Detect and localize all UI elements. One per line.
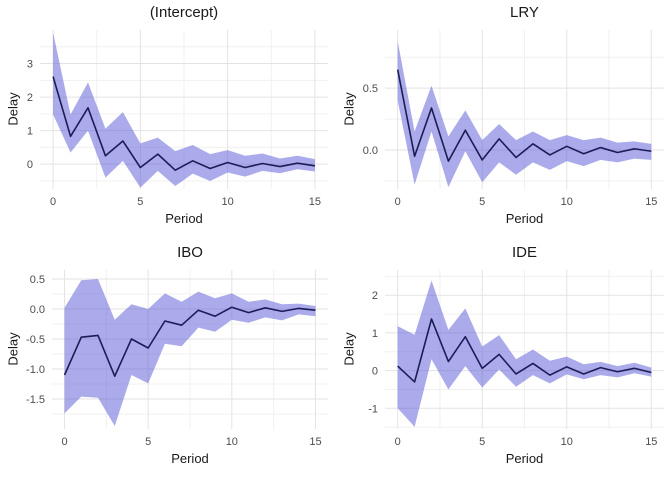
y-tick-label: 0 <box>27 159 33 171</box>
x-tick-label: 5 <box>137 196 143 208</box>
plot-area-ibo: 0 5 10 15 0.5 0.0 -0.5 -1.0 -1.5 <box>26 270 328 448</box>
panel-ibo: IBO Delay 0 5 10 15 0.5 0.0 -0.5 -1.0 -1.5 Perio… <box>0 240 336 480</box>
panel-title: LRY <box>510 4 539 21</box>
response-line <box>63 306 316 377</box>
x-tick-label: 5 <box>479 196 485 208</box>
response-line <box>396 69 652 162</box>
y-tick-label: 2 <box>27 92 33 104</box>
x-axis-title: Period <box>505 451 544 466</box>
y-tick-label: 2 <box>372 290 378 302</box>
y-tick-label: 0.0 <box>30 304 45 316</box>
plot-area-intercept: 0 5 10 15 0 1 2 3 <box>27 30 328 208</box>
response-line <box>52 76 316 172</box>
confidence-ribbon <box>53 32 315 188</box>
panel-intercept: (Intercept) Delay 0 5 10 15 0 1 2 3 Period <box>0 0 336 240</box>
y-tick-label: 0.5 <box>363 83 378 95</box>
y-tick-label: 0.5 <box>30 274 45 286</box>
x-tick-label: 10 <box>222 196 234 208</box>
y-tick-label: -0.5 <box>26 334 45 346</box>
confidence-ribbon <box>397 41 652 188</box>
panel-title: IBO <box>177 244 203 261</box>
panel-title: (Intercept) <box>149 4 219 21</box>
plot-area-lry: 0 5 10 15 0.0 0.5 <box>363 30 664 208</box>
x-tick-label: 0 <box>50 196 56 208</box>
y-tick-label: 1 <box>27 126 33 138</box>
x-axis-title: Period <box>505 211 544 226</box>
x-axis-title: Period <box>171 451 209 466</box>
response-line <box>397 318 652 383</box>
y-tick-label: -1.0 <box>26 364 45 376</box>
x-tick-label: 0 <box>395 196 401 208</box>
confidence-ribbon <box>64 279 316 426</box>
x-tick-label: 10 <box>561 436 573 448</box>
x-tick-label: 10 <box>561 196 573 208</box>
panel-title: IDE <box>511 244 537 261</box>
panel-lry: LRY Delay 0 5 10 15 0.0 0.5 Period <box>336 0 672 240</box>
x-tick-label: 15 <box>645 436 657 448</box>
y-tick-label: 0 <box>372 366 378 378</box>
x-tick-label: 0 <box>395 436 401 448</box>
y-tick-label: 1 <box>372 328 378 340</box>
y-tick-label: 0.0 <box>363 145 378 157</box>
x-tick-label: 5 <box>145 436 151 448</box>
confidence-ribbon <box>397 280 652 427</box>
x-tick-label: 0 <box>61 436 67 448</box>
x-axis-title: Period <box>165 211 203 226</box>
y-tick-label: -1 <box>368 403 378 415</box>
x-tick-label: 15 <box>309 196 321 208</box>
y-tick-label: 3 <box>27 59 33 71</box>
x-tick-label: 10 <box>226 436 238 448</box>
x-tick-label: 15 <box>645 196 657 208</box>
x-tick-label: 5 <box>479 436 485 448</box>
x-tick-label: 15 <box>309 436 321 448</box>
panel-ide: IDE Delay 0 5 10 15 2 1 0 -1 Period <box>336 240 672 480</box>
y-tick-label: -1.5 <box>26 394 45 406</box>
